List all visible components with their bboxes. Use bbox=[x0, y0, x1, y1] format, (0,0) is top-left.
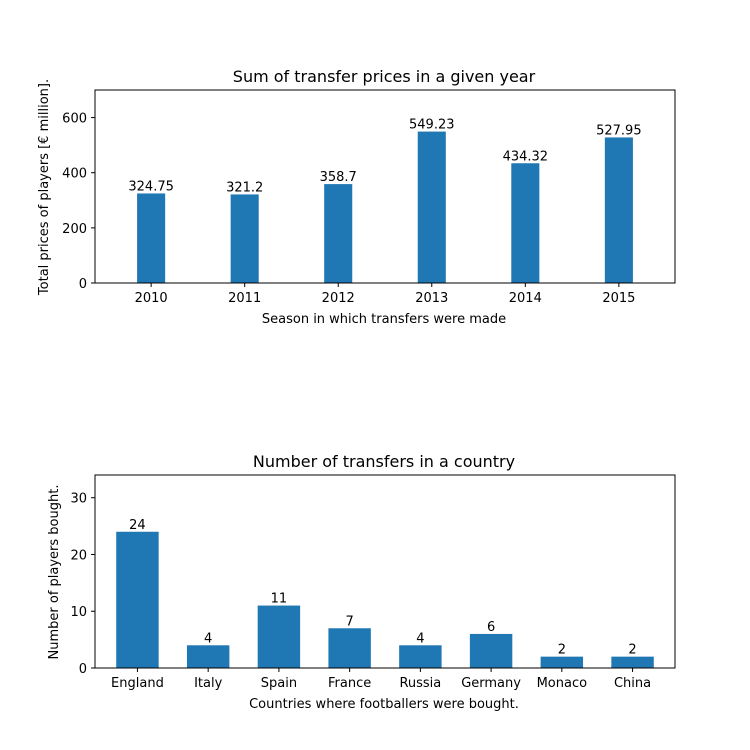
x-tick-label-france: France bbox=[328, 676, 371, 691]
data-label-france: 7 bbox=[345, 614, 353, 629]
x-tick-label-monaco: Monaco bbox=[537, 676, 588, 691]
bar-2014 bbox=[511, 163, 540, 283]
y-axis-label: Number of players bought. bbox=[47, 485, 62, 660]
x-tick-label-england: England bbox=[111, 676, 164, 691]
x-tick-label-2015: 2015 bbox=[602, 291, 635, 306]
data-label-2015: 527.95 bbox=[596, 123, 642, 138]
bars bbox=[116, 531, 654, 668]
y-tick-label: 0 bbox=[79, 662, 87, 677]
x-axis-label: Countries where footballers were bought. bbox=[249, 697, 519, 712]
bar-russia bbox=[399, 645, 442, 668]
y-tick-label: 10 bbox=[70, 605, 87, 620]
y-axis-ticks: 0 10 20 30 bbox=[70, 492, 95, 677]
data-label-germany: 6 bbox=[487, 620, 495, 635]
y-tick-label: 30 bbox=[70, 492, 87, 507]
chart-transfers-by-country: Number of transfers in a country 24 4 11 7 4… bbox=[47, 452, 676, 712]
x-axis-label: Season in which transfers were made bbox=[262, 312, 506, 327]
chart-title: Sum of transfer prices in a given year bbox=[233, 67, 536, 86]
data-label-italy: 4 bbox=[204, 631, 212, 646]
x-tick-label-italy: Italy bbox=[194, 676, 223, 691]
plot-frame bbox=[94, 474, 676, 669]
plot-frame bbox=[94, 89, 676, 284]
x-tick-label-2010: 2010 bbox=[135, 291, 168, 306]
x-tick-label-china: China bbox=[614, 676, 651, 691]
y-tick-label: 400 bbox=[62, 167, 87, 182]
chart-title: Number of transfers in a country bbox=[253, 452, 515, 471]
x-tick-label-2012: 2012 bbox=[322, 291, 355, 306]
y-tick-label: 20 bbox=[70, 548, 87, 563]
data-label-2011: 321.2 bbox=[226, 180, 263, 195]
bar-2012 bbox=[324, 184, 353, 283]
data-label-2010: 324.75 bbox=[128, 179, 174, 194]
x-tick-label-2014: 2014 bbox=[509, 291, 542, 306]
data-label-spain: 11 bbox=[271, 592, 288, 607]
y-tick-label: 0 bbox=[79, 277, 87, 292]
data-labels: 324.75 321.2 358.7 549.23 434.32 527.95 bbox=[128, 118, 641, 196]
data-label-monaco: 2 bbox=[558, 643, 566, 658]
data-labels: 24 4 11 7 4 6 2 2 bbox=[129, 518, 637, 658]
bar-2010 bbox=[137, 193, 166, 283]
x-axis-ticks: 2010 2011 2012 2013 2014 2015 bbox=[135, 283, 635, 306]
data-label-england: 24 bbox=[129, 518, 146, 533]
data-label-russia: 4 bbox=[416, 631, 424, 646]
x-tick-label-germany: Germany bbox=[461, 676, 521, 691]
bar-2013 bbox=[417, 131, 446, 283]
bar-england bbox=[116, 531, 159, 668]
data-label-2014: 434.32 bbox=[503, 149, 549, 164]
bar-china bbox=[611, 656, 654, 668]
data-label-2013: 549.23 bbox=[409, 118, 455, 133]
bars bbox=[137, 131, 633, 283]
x-tick-label-2011: 2011 bbox=[228, 291, 261, 306]
data-label-china: 2 bbox=[628, 643, 636, 658]
bar-2011 bbox=[230, 194, 259, 283]
x-tick-label-spain: Spain bbox=[261, 676, 297, 691]
bar-france bbox=[328, 628, 371, 668]
y-tick-label: 200 bbox=[62, 222, 87, 237]
x-tick-label-russia: Russia bbox=[399, 676, 441, 691]
y-axis-ticks: 0 200 400 600 bbox=[62, 112, 95, 292]
x-axis-ticks: England Italy Spain France Russia Germany Mona… bbox=[111, 668, 651, 691]
y-axis-label: Total prices of players [€ million]. bbox=[37, 79, 52, 296]
bar-monaco bbox=[540, 656, 584, 668]
chart-transfer-prices-by-year: Sum of transfer prices in a given year 3… bbox=[37, 67, 676, 327]
y-tick-label: 600 bbox=[62, 112, 87, 127]
bar-germany bbox=[469, 633, 513, 668]
data-label-2012: 358.7 bbox=[320, 170, 357, 185]
x-tick-label-2013: 2013 bbox=[415, 291, 448, 306]
bar-spain bbox=[257, 605, 301, 668]
bar-2015 bbox=[604, 137, 633, 283]
bar-italy bbox=[186, 645, 230, 668]
